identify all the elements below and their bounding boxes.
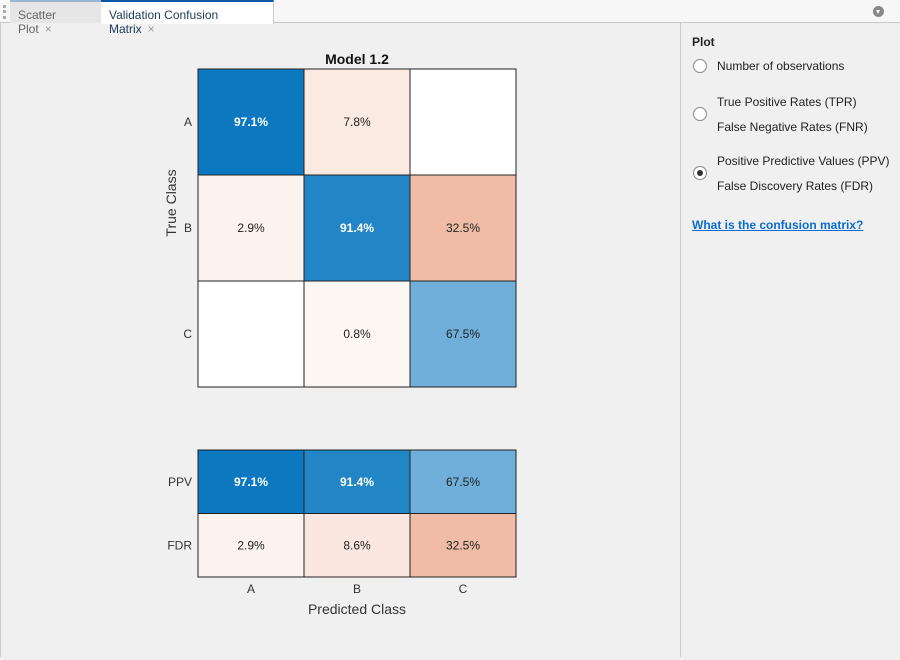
summary-cell	[303, 449, 411, 514]
summary-value-label: 2.9%	[237, 538, 265, 552]
tab-scatter-plot[interactable]: Scatter Plot ×	[10, 0, 101, 36]
matrix-cell	[197, 174, 305, 282]
panel-title: Plot	[692, 35, 715, 49]
radio-label: False Discovery Rates (FDR)	[717, 179, 874, 193]
summary-value-label: 32.5%	[446, 538, 480, 552]
radio-label: Positive Predictive Values (PPV)	[717, 154, 890, 168]
cell-value-label: 32.5%	[446, 221, 480, 235]
radio-ppv-fdr[interactable]	[693, 166, 707, 180]
cell-value-label: 0.8%	[343, 327, 371, 341]
tab-menu-dropdown-icon[interactable]	[873, 6, 884, 17]
summary-row-label: PPV	[168, 475, 192, 489]
y-tick-label: C	[183, 327, 192, 341]
cell-value-label: 7.8%	[343, 115, 371, 129]
cell-value-label: 67.5%	[446, 327, 480, 341]
summary-cell	[409, 513, 517, 578]
y-tick-label: A	[184, 115, 192, 129]
x-tick-label: A	[247, 582, 255, 596]
radio-label: True Positive Rates (TPR)	[717, 95, 857, 109]
summary-value-label: 67.5%	[446, 475, 480, 489]
y-tick-label: B	[184, 221, 192, 235]
summary-value-label: 97.1%	[234, 475, 268, 489]
plot-options-panel: Plot Number of observations True Positiv…	[680, 23, 900, 657]
close-icon[interactable]: ×	[147, 22, 155, 36]
summary-cell	[197, 513, 305, 578]
radio-tpr-fnr[interactable]	[693, 107, 707, 121]
tab-label: Validation Confusion Matrix	[109, 8, 219, 36]
close-icon[interactable]: ×	[44, 22, 52, 36]
confusion-matrix-help-link[interactable]: What is the confusion matrix?	[692, 218, 864, 232]
chart-title: Model 1.2	[325, 51, 389, 67]
summary-value-label: 8.6%	[343, 538, 371, 552]
radio-number-of-observations[interactable]	[693, 59, 707, 73]
y-axis-label: True Class	[163, 169, 179, 236]
matrix-cell	[409, 68, 517, 176]
matrix-cell	[303, 280, 411, 388]
tab-label: Scatter Plot	[18, 8, 57, 36]
summary-row-label: FDR	[167, 538, 192, 552]
cell-value-label: 2.9%	[237, 221, 265, 235]
radio-label: False Negative Rates (FNR)	[717, 120, 868, 134]
plot-area: Model 1.2 97.1% 7.8% 2.9% 91.4% 32.5% 0.8% 67.5…	[0, 23, 680, 657]
confusion-matrix-chart: Model 1.2 97.1% 7.8% 2.9% 91.4% 32.5% 0.8% 67.5…	[163, 51, 517, 617]
summary-cell	[303, 513, 411, 578]
x-axis-label: Predicted Class	[308, 601, 406, 617]
cell-value-label: 97.1%	[234, 115, 268, 129]
summary-cell	[197, 449, 305, 514]
matrix-cell	[197, 68, 305, 176]
x-tick-label: C	[459, 582, 468, 596]
radio-label: Number of observations	[717, 59, 845, 73]
matrix-cell	[197, 280, 305, 388]
matrix-cell	[409, 280, 517, 388]
cell-value-label: 91.4%	[340, 221, 374, 235]
x-tick-label: B	[353, 582, 361, 596]
summary-value-label: 91.4%	[340, 475, 374, 489]
matrix-cell	[303, 68, 411, 176]
tab-validation-confusion-matrix[interactable]: Validation Confusion Matrix ×	[101, 0, 274, 36]
drag-grip-icon[interactable]	[3, 5, 9, 19]
tab-bar: Scatter Plot × Validation Confusion Matri…	[0, 0, 900, 36]
